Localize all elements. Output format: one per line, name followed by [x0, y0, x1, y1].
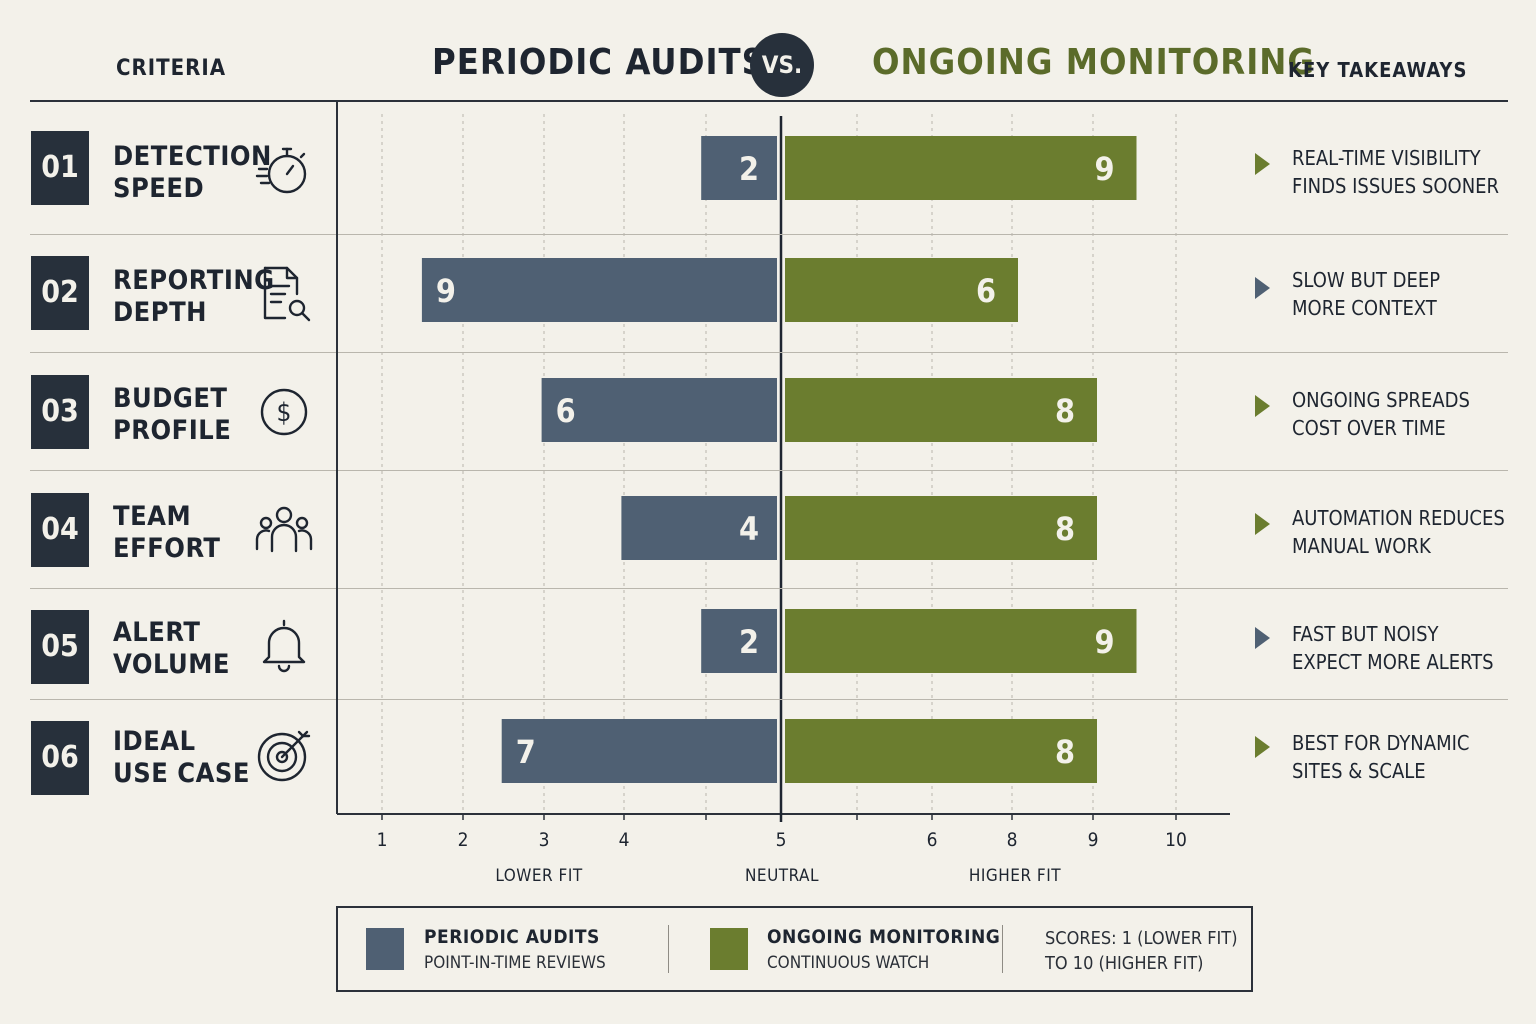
- bell-icon: [262, 619, 306, 673]
- criterion-label: ALERT VOLUME: [113, 617, 230, 680]
- row-divider: [338, 352, 1508, 353]
- legend-title: ONGOING MONITORING: [767, 926, 1001, 948]
- bar-periodic-audits: [421, 258, 777, 322]
- criterion-label: TEAM EFFORT: [113, 501, 221, 564]
- row-divider: [338, 699, 1508, 700]
- legend-swatch-periodic: [366, 928, 404, 970]
- team-icon: [255, 506, 313, 553]
- row-divider: [30, 352, 336, 353]
- takeaway-arrow-icon: [1255, 277, 1270, 299]
- x-tick-label: 10: [1165, 829, 1187, 851]
- bar-value-label: 7: [516, 733, 536, 771]
- takeaway-arrow-icon: [1255, 627, 1270, 649]
- vs-badge: VS.: [750, 33, 814, 97]
- criterion-label: DETECTION SPEED: [113, 141, 272, 204]
- target-icon: [257, 730, 311, 782]
- row-number: 03: [31, 375, 89, 449]
- takeaway-arrow-icon: [1255, 513, 1270, 535]
- criterion-label: IDEAL USE CASE: [113, 726, 250, 789]
- takeaway-arrow-icon: [1255, 395, 1270, 417]
- row-number: 05: [31, 610, 89, 684]
- bar-value-label: 8: [1055, 733, 1075, 771]
- criterion-label: BUDGET PROFILE: [113, 383, 232, 446]
- key-takeaways-header: KEY TAKEAWAYS: [1288, 58, 1468, 82]
- legend-scale-note: SCORES: 1 (LOWER FIT): [1045, 928, 1238, 949]
- legend-title: PERIODIC AUDITS: [424, 926, 600, 948]
- criterion-label: REPORTING DEPTH: [113, 265, 275, 328]
- takeaway-text: BEST FOR DYNAMIC SITES & SCALE: [1292, 731, 1470, 783]
- stopwatch-icon: [255, 147, 307, 194]
- legend: PERIODIC AUDITS POINT-IN-TIME REVIEWS ON…: [336, 906, 1253, 992]
- row-number: 01: [31, 131, 89, 205]
- x-tick-label: 3: [539, 829, 550, 851]
- legend-swatch-ongoing: [710, 928, 748, 970]
- report-search-icon: [263, 266, 311, 322]
- takeaway-text: ONGOING SPREADS COST OVER TIME: [1292, 388, 1470, 440]
- svg-text:$: $: [277, 398, 292, 428]
- bar-periodic-audits: [701, 609, 777, 673]
- x-tick-label: 1: [377, 829, 388, 851]
- bar-value-label: 9: [1094, 623, 1114, 661]
- row-divider: [338, 588, 1508, 589]
- bar-ongoing-monitoring: [785, 136, 1137, 200]
- header-divider: [30, 100, 1508, 102]
- bar-value-label: 9: [1094, 150, 1114, 188]
- takeaway-text: FAST BUT NOISY EXPECT MORE ALERTS: [1292, 622, 1494, 674]
- takeaway-arrow-icon: [1255, 153, 1270, 175]
- x-tick-label: 6: [927, 829, 938, 851]
- bar-value-label: 2: [739, 150, 759, 188]
- legend-divider: [1002, 925, 1003, 973]
- criteria-header: CRITERIA: [116, 56, 227, 81]
- row-number: 04: [31, 493, 89, 567]
- takeaway-text: REAL-TIME VISIBILITY FINDS ISSUES SOONER: [1292, 146, 1500, 198]
- bar-periodic-audits: [701, 136, 777, 200]
- bar-periodic-audits: [501, 719, 777, 783]
- bar-value-label: 8: [1055, 510, 1075, 548]
- bar-value-label: 6: [976, 272, 996, 310]
- dollar-icon: $: [260, 388, 308, 436]
- ongoing-monitoring-title: ONGOING MONITORING: [872, 42, 1315, 83]
- x-tick-label: 8: [1007, 829, 1018, 851]
- row-divider: [30, 699, 336, 700]
- legend-divider: [668, 925, 669, 973]
- legend-subtitle: POINT-IN-TIME REVIEWS: [424, 953, 606, 973]
- row-divider: [338, 234, 1508, 235]
- x-tick-label: 9: [1088, 829, 1099, 851]
- legend-subtitle: CONTINUOUS WATCH: [767, 953, 930, 973]
- row-divider: [338, 470, 1508, 471]
- bar-value-label: 8: [1055, 392, 1075, 430]
- row-divider: [30, 588, 336, 589]
- takeaway-text: SLOW BUT DEEP MORE CONTEXT: [1292, 268, 1441, 320]
- row-divider: [30, 234, 336, 235]
- bar-value-label: 4: [739, 510, 759, 548]
- bar-periodic-audits: [541, 378, 777, 442]
- scale-label: NEUTRAL: [745, 866, 819, 886]
- scale-label: LOWER FIT: [495, 866, 583, 886]
- bar-ongoing-monitoring: [785, 609, 1137, 673]
- bar-value-label: 9: [436, 272, 456, 310]
- legend-scale-note: TO 10 (HIGHER FIT): [1045, 953, 1204, 974]
- bar-ongoing-monitoring: [785, 258, 1018, 322]
- bar-value-label: 6: [556, 392, 576, 430]
- row-number: 02: [31, 256, 89, 330]
- bar-ongoing-monitoring: [785, 719, 1097, 783]
- bar-ongoing-monitoring: [785, 496, 1097, 560]
- takeaway-text: AUTOMATION REDUCES MANUAL WORK: [1292, 506, 1505, 558]
- periodic-audits-title: PERIODIC AUDITS: [432, 42, 766, 83]
- scale-label: HIGHER FIT: [969, 866, 1061, 886]
- x-tick-label: 2: [458, 829, 469, 851]
- bar-value-label: 2: [739, 623, 759, 661]
- x-tick-label: 5: [776, 829, 787, 851]
- row-divider: [30, 470, 336, 471]
- row-number: 06: [31, 721, 89, 795]
- x-tick-label: 4: [619, 829, 630, 851]
- bar-ongoing-monitoring: [785, 378, 1097, 442]
- takeaway-arrow-icon: [1255, 736, 1270, 758]
- bar-periodic-audits: [621, 496, 777, 560]
